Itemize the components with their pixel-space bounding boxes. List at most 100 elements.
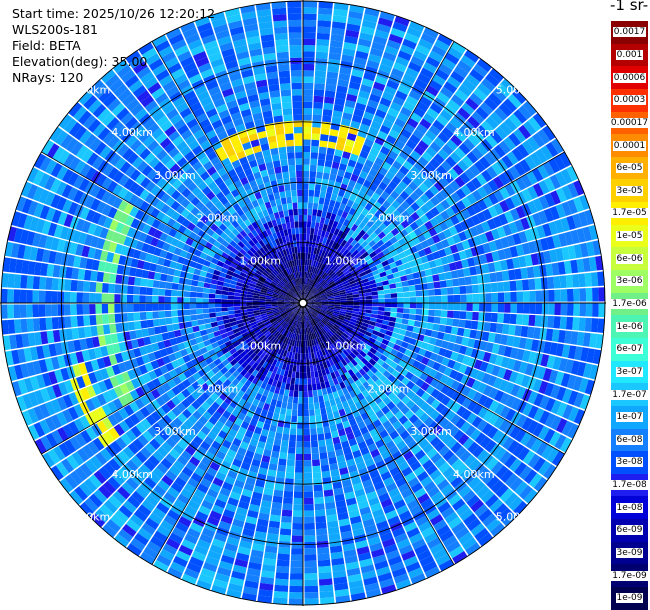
range-bin <box>338 326 346 333</box>
range-bin <box>411 394 421 404</box>
range-bin <box>373 481 385 491</box>
range-bin <box>210 401 220 411</box>
range-bin <box>328 359 335 367</box>
range-bin <box>304 334 307 341</box>
range-bin <box>309 303 316 306</box>
range-bin <box>341 479 352 488</box>
range-bin <box>299 321 302 329</box>
range-bin <box>578 211 589 227</box>
range-bin <box>273 331 280 338</box>
range-bin <box>313 364 318 372</box>
range-bin <box>467 338 476 348</box>
range-bin <box>485 363 495 375</box>
range-bin <box>373 258 382 266</box>
range-bin <box>361 337 369 344</box>
range-bin <box>275 360 281 368</box>
range-bin <box>520 431 532 446</box>
range-bin <box>562 404 574 420</box>
range-bin <box>506 335 515 347</box>
range-bin <box>368 197 377 206</box>
range-bin <box>336 318 344 323</box>
range-bin <box>428 420 439 432</box>
range-bin <box>378 166 388 176</box>
range-bin <box>314 344 319 352</box>
range-bin <box>284 484 294 492</box>
range-bin <box>314 294 321 298</box>
range-bin <box>200 477 212 488</box>
range-bin <box>401 175 412 186</box>
range-bin <box>310 221 316 229</box>
range-bin <box>549 174 562 190</box>
range-bin <box>189 556 204 568</box>
range-bin <box>196 314 204 320</box>
range-bin <box>322 115 332 123</box>
range-bin <box>342 332 349 339</box>
range-bin <box>318 349 324 357</box>
range-bin <box>455 446 467 458</box>
range-bin <box>377 310 385 316</box>
range-bin <box>474 432 487 445</box>
range-bin <box>482 242 492 254</box>
range-bin <box>370 214 379 224</box>
range-bin <box>304 290 307 297</box>
range-bin <box>331 248 337 256</box>
range-bin <box>503 281 511 292</box>
range-bin <box>382 420 392 430</box>
range-bin <box>394 410 405 420</box>
range-bin <box>396 205 406 215</box>
range-bin <box>479 233 489 244</box>
range-bin <box>322 258 328 265</box>
range-bin <box>494 238 504 250</box>
range-bin <box>266 533 279 541</box>
range-bin <box>364 485 376 495</box>
range-bin <box>387 204 396 214</box>
range-bin <box>382 51 397 62</box>
range-bin <box>399 44 415 56</box>
range-bin <box>456 382 466 394</box>
range-bin <box>339 203 346 211</box>
range-bin <box>519 485 533 500</box>
range-bin <box>352 291 359 295</box>
range-bin <box>440 239 450 249</box>
range-bin <box>429 185 440 196</box>
range-bin <box>434 39 450 52</box>
range-bin <box>380 498 393 509</box>
range-bin <box>580 347 589 362</box>
range-bin <box>328 320 335 326</box>
range-bin <box>422 113 436 125</box>
range-bin <box>280 368 286 376</box>
range-bin <box>493 416 505 429</box>
range-bin <box>255 357 263 365</box>
range-bin <box>363 72 376 82</box>
range-bin <box>159 281 167 289</box>
range-bin <box>474 527 490 542</box>
range-bin <box>108 313 116 324</box>
range-bin <box>386 325 395 332</box>
range-bin <box>520 217 530 230</box>
range-bin <box>432 323 440 332</box>
range-bin <box>343 282 350 288</box>
range-bin <box>472 480 486 494</box>
range-bin <box>32 318 41 332</box>
range-bin <box>475 106 489 120</box>
range-bin <box>368 239 377 248</box>
range-bin <box>375 439 385 449</box>
range-bin <box>133 312 141 321</box>
range-bin <box>357 420 366 430</box>
range-bin <box>376 424 386 434</box>
range-bin <box>83 269 92 281</box>
range-bin <box>311 288 317 295</box>
range-bin <box>378 181 388 191</box>
range-bin <box>240 384 249 393</box>
range-bin <box>567 345 577 360</box>
range-bin <box>38 290 46 303</box>
range-bin <box>274 353 280 361</box>
range-bin <box>266 348 273 356</box>
range-bin <box>285 363 290 371</box>
range-bin <box>214 298 222 303</box>
range-bin <box>338 254 345 261</box>
range-bin <box>336 283 344 288</box>
range-bin <box>329 199 336 208</box>
range-bin <box>464 49 480 63</box>
range-bin <box>494 447 507 461</box>
